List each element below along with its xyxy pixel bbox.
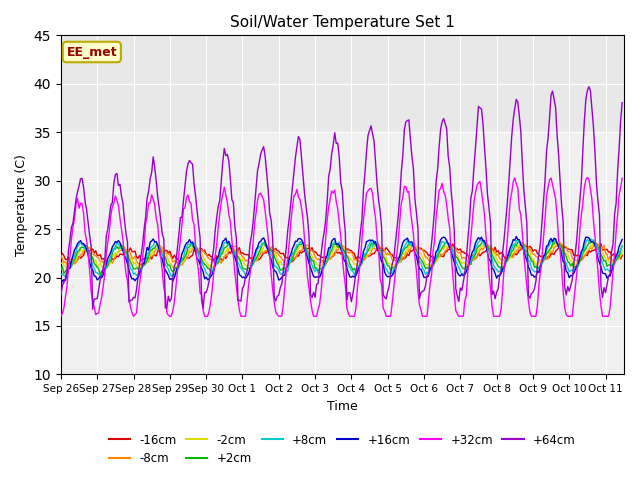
Text: EE_met: EE_met [67, 46, 117, 59]
Bar [61, 132, 624, 374]
Y-axis label: Temperature (C): Temperature (C) [15, 154, 28, 256]
Legend: -16cm, -8cm, -2cm, +2cm, +8cm, +16cm, +32cm, +64cm: -16cm, -8cm, -2cm, +2cm, +8cm, +16cm, +3… [104, 429, 580, 470]
Bar [61, 36, 624, 132]
X-axis label: Time: Time [327, 400, 358, 413]
Title: Soil/Water Temperature Set 1: Soil/Water Temperature Set 1 [230, 15, 455, 30]
